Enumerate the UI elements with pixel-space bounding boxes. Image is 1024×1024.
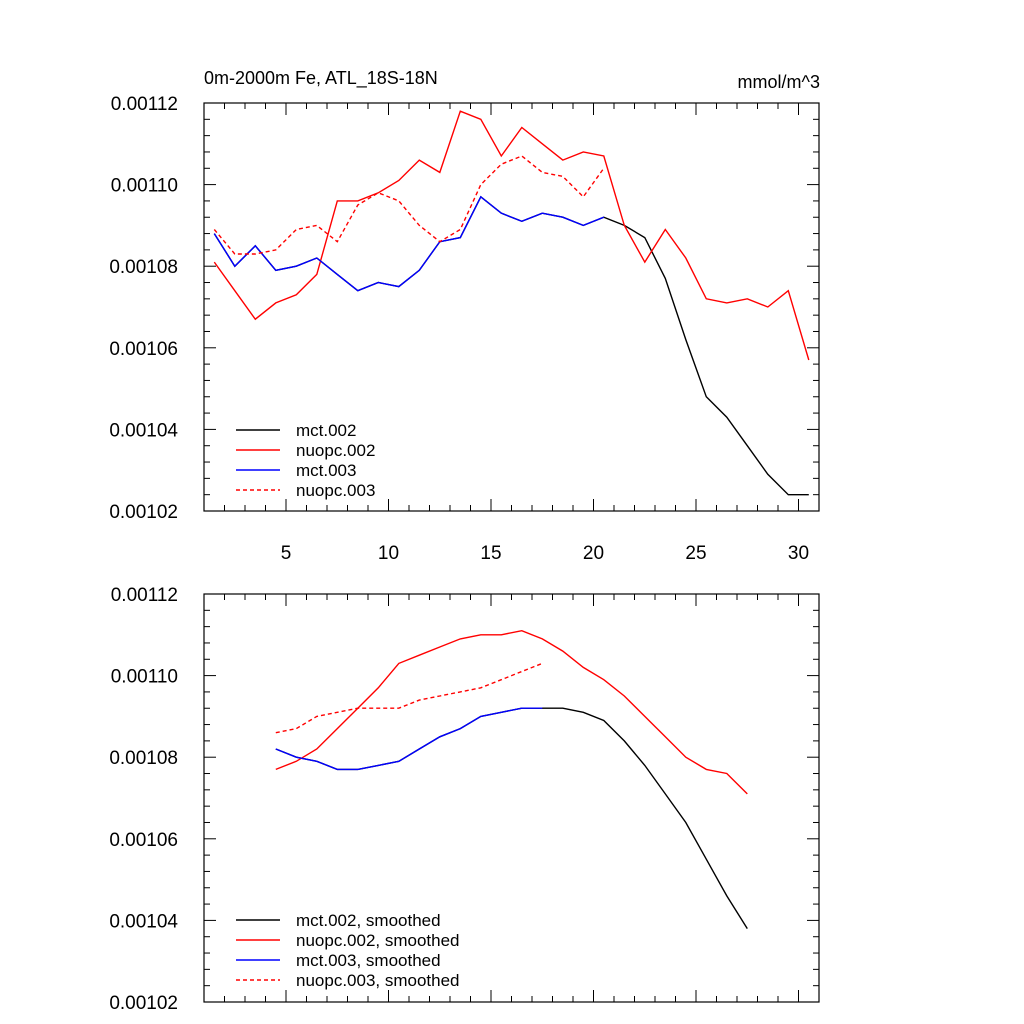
axis-ticks — [203, 593, 820, 1003]
x-tick-label: 10 — [378, 543, 399, 564]
legend-label: nuopc.003, smoothed — [296, 971, 460, 990]
series-line — [275, 629, 748, 795]
x-tick-label: 30 — [788, 543, 809, 564]
y-tick-label: 0.00102 — [109, 502, 178, 523]
y-tick-labels: 0.00102 0.00104 0.00106 0.00108 0.00110 0.001… — [109, 94, 178, 523]
legend-label: nuopc.003 — [296, 481, 375, 500]
legend-label: mct.003, smoothed — [296, 951, 441, 970]
y-tick-label: 0.00110 — [111, 176, 178, 197]
top-panel: 0m-2000m Fe, ATL_18S-18N mmol/m^3 0.0010… — [109, 68, 820, 564]
series-lines — [275, 629, 748, 929]
y-tick-label: 0.00108 — [109, 748, 178, 769]
series-line — [275, 707, 748, 929]
y-tick-label: 0.00104 — [109, 420, 178, 441]
legend-label: nuopc.002 — [296, 441, 375, 460]
legend-label: mct.002, smoothed — [296, 911, 441, 930]
legend-label: mct.003 — [296, 461, 356, 480]
y-tick-label: 0.00104 — [109, 911, 178, 932]
y-tick-label: 0.00112 — [111, 585, 178, 606]
units-label: mmol/m^3 — [738, 72, 820, 92]
series-line — [213, 110, 810, 361]
series-line — [213, 155, 605, 255]
y-tick-label: 0.00106 — [109, 339, 178, 360]
x-tick-label: 15 — [480, 543, 501, 564]
panel-title: 0m-2000m Fe, ATL_18S-18N — [204, 68, 438, 89]
legend-label: nuopc.002, smoothed — [296, 931, 460, 950]
y-tick-label: 0.00108 — [109, 257, 178, 278]
y-tick-label: 0.00102 — [109, 993, 178, 1014]
legend-label: mct.002 — [296, 421, 356, 440]
series-lines — [213, 110, 810, 496]
x-tick-label: 5 — [281, 543, 292, 564]
x-tick-labels: 5 10 15 20 25 30 — [281, 543, 809, 564]
axis-ticks — [203, 102, 820, 512]
y-tick-label: 0.00110 — [111, 667, 178, 688]
y-tick-label: 0.00106 — [109, 830, 178, 851]
series-line — [213, 195, 605, 292]
series-line — [275, 707, 543, 771]
y-tick-labels: 0.00102 0.00104 0.00106 0.00108 0.00110 0.001… — [109, 585, 178, 1014]
series-line — [275, 662, 543, 734]
x-tick-label: 20 — [583, 543, 604, 564]
x-tick-label: 25 — [685, 543, 706, 564]
y-tick-label: 0.00112 — [111, 94, 178, 115]
bottom-panel: 0.00102 0.00104 0.00106 0.00108 0.00110 0.001… — [109, 585, 820, 1014]
